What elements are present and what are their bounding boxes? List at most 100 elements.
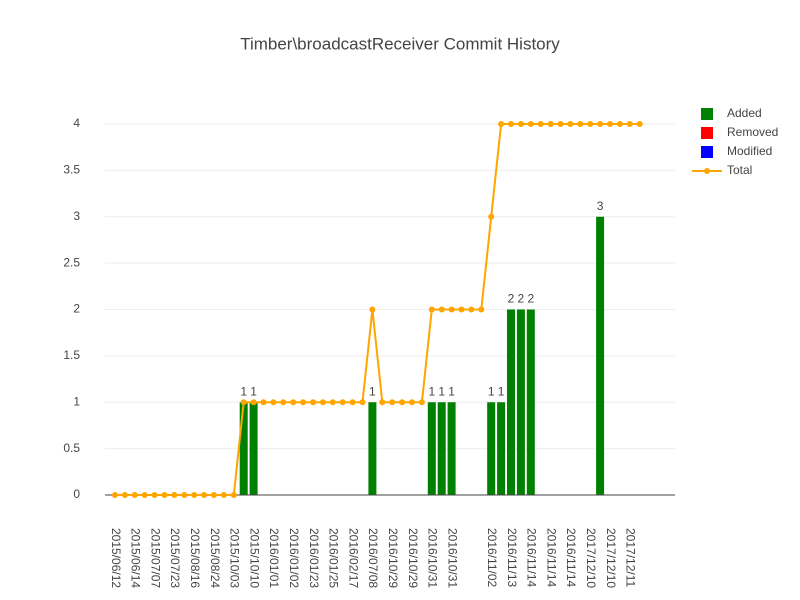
point <box>597 121 604 127</box>
point <box>468 306 475 313</box>
bar <box>437 402 446 495</box>
y-tick-label: 2.5 <box>63 255 80 269</box>
point <box>201 492 208 498</box>
x-tick-label: 2015/07/23 <box>168 528 182 588</box>
point <box>270 399 277 406</box>
x-tick-label: 2015/07/07 <box>148 528 162 588</box>
point <box>240 399 247 406</box>
point <box>161 492 168 498</box>
point <box>577 121 584 127</box>
point <box>587 121 594 127</box>
point <box>319 399 326 406</box>
x-tick-label: 2015/08/16 <box>188 528 202 588</box>
point <box>488 213 495 220</box>
point <box>339 399 346 406</box>
data-label: 1 <box>448 384 455 398</box>
x-tick-label: 2015/06/12 <box>109 528 123 588</box>
point <box>220 492 227 498</box>
bar <box>596 216 605 495</box>
data-label: 2 <box>518 292 525 306</box>
point <box>181 492 188 498</box>
data-label: 1 <box>438 384 445 398</box>
x-tick-label: 2016/01/25 <box>327 528 341 588</box>
point <box>418 399 425 406</box>
data-label: 1 <box>250 384 257 398</box>
bar <box>526 309 535 495</box>
x-tick-label: 2016/11/13 <box>505 528 519 587</box>
point <box>151 492 158 498</box>
point <box>448 306 455 313</box>
point <box>438 306 445 313</box>
x-tick-label: 2016/11/14 <box>544 528 558 587</box>
y-tick-label: 3 <box>73 209 80 223</box>
point <box>329 399 336 406</box>
point <box>369 306 376 313</box>
y-tick-label: 0 <box>73 487 80 501</box>
legend-label: Removed <box>727 125 778 139</box>
bar <box>487 402 496 495</box>
point <box>191 492 198 498</box>
legend-label: Total <box>727 163 752 177</box>
data-label: 1 <box>488 384 495 398</box>
point <box>349 399 356 406</box>
bar <box>368 402 377 495</box>
point <box>379 399 386 406</box>
point <box>399 399 406 406</box>
point <box>300 399 307 406</box>
x-tick-label: 2015/06/14 <box>129 528 143 588</box>
data-label: 1 <box>428 384 435 398</box>
x-tick-label: 2016/10/29 <box>406 528 420 588</box>
x-tick-label: 2016/11/14 <box>564 528 578 587</box>
point <box>498 121 505 127</box>
bar <box>497 402 506 495</box>
point <box>458 306 465 313</box>
y-tick-label: 1 <box>73 394 80 408</box>
data-label: 1 <box>369 384 376 398</box>
point <box>389 399 396 406</box>
point <box>626 121 633 127</box>
x-tick-label: 2016/01/23 <box>307 528 321 588</box>
bar <box>516 309 525 495</box>
data-label: 2 <box>508 292 515 306</box>
y-tick-label: 0.5 <box>63 441 80 455</box>
bar <box>239 402 248 495</box>
data-label: 2 <box>527 292 534 306</box>
point <box>508 121 514 127</box>
point <box>478 306 485 313</box>
y-tick-label: 1.5 <box>63 348 80 362</box>
y-tick-label: 3.5 <box>63 163 80 177</box>
point <box>171 492 178 498</box>
x-tick-label: 2017/12/10 <box>584 528 598 588</box>
point <box>537 121 544 127</box>
x-tick-label: 2016/07/08 <box>366 528 380 588</box>
point <box>250 399 257 406</box>
legend-label: Added <box>727 106 762 120</box>
legend-label: Modified <box>727 144 772 158</box>
legend-swatch <box>701 127 713 139</box>
point <box>260 399 267 406</box>
x-tick-label: 2016/01/01 <box>267 528 281 588</box>
x-tick-label: 2017/12/10 <box>604 528 618 588</box>
data-label: 3 <box>597 199 604 213</box>
legend-swatch <box>701 108 713 120</box>
point <box>409 399 415 406</box>
point <box>310 399 316 406</box>
legend-marker <box>704 168 710 174</box>
x-tick-label: 2016/11/14 <box>525 528 539 587</box>
point <box>121 492 128 498</box>
bar <box>249 402 258 495</box>
point <box>557 121 564 127</box>
point <box>230 492 237 498</box>
point <box>636 121 643 127</box>
point <box>517 121 524 127</box>
legend-swatch <box>701 146 713 158</box>
point <box>359 399 366 406</box>
x-tick-label: 2015/08/24 <box>208 528 222 588</box>
x-tick-label: 2015/10/03 <box>228 528 242 588</box>
x-tick-label: 2016/01/02 <box>287 528 301 588</box>
bar <box>507 309 515 495</box>
x-tick-label: 2016/10/31 <box>426 528 440 588</box>
point <box>290 399 297 406</box>
point <box>567 121 574 127</box>
